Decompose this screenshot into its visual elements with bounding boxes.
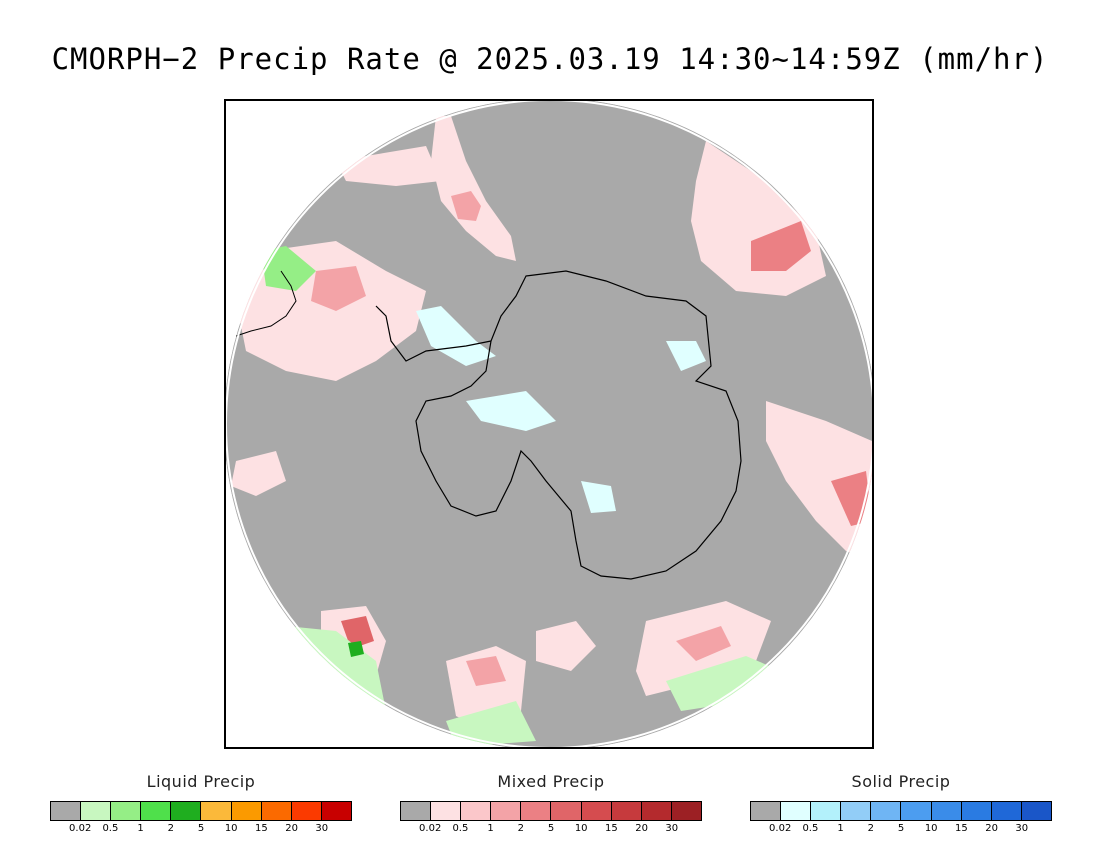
legend-tick-label: 0.02 [419,823,442,834]
legend-swatch [991,802,1022,820]
legend-tick-label: 20 [285,823,298,834]
legend-swatch [581,802,612,820]
legend-tick-label: 10 [224,823,238,834]
legend-solid-precip: Solid Precip 0.02 0.5 1 2 5 10 15 20 30 [750,772,1052,837]
legend-swatch [781,802,812,820]
mixed-precip-area-north-core [451,191,481,221]
mixed-precip-area-west-core [311,266,366,311]
legend-swatch [961,802,992,820]
legend-tick-label: 0.5 [802,823,819,834]
legend-swatch [431,802,462,820]
chart-title: CMORPH−2 Precip Rate @ 2025.03.19 14:30~… [51,42,1049,76]
legend-tick-label: 10 [924,823,938,834]
legend-swatch [51,802,82,820]
mixed-precip-area-west-low [231,451,286,496]
solid-precip-area-peninsula [416,306,496,366]
legend-tick-label: 30 [315,823,329,834]
legend-swatch [261,802,292,820]
legend-tick-label: 2 [167,823,174,834]
antarctic-peninsula-coastline [375,305,492,362]
legend-tick-label: 20 [985,823,998,834]
legend-swatch [671,802,701,820]
legend-title: Solid Precip [851,772,951,791]
legend-title: Mixed Precip [497,772,605,791]
mixed-precip-area-east [766,401,872,561]
legend-swatch [81,802,112,820]
legend-tick-label: 15 [605,823,618,834]
legend-tick-label: 10 [574,823,588,834]
solid-precip-area-wilkes [581,481,616,513]
mixed-precip-area-southwest-core [341,616,374,649]
legend-color-bar [750,801,1052,821]
mixed-precip-area-northwest [336,146,441,186]
legend-tick-labels: 0.02 0.5 1 2 5 10 15 20 30 [50,823,352,837]
legend-tick-label: 5 [197,823,205,834]
mixed-precip-area-south-core [466,656,506,686]
map-svg [226,101,872,747]
legend-swatch [171,802,202,820]
legend-swatch [201,802,232,820]
legend-tick-label: 0.02 [769,823,792,834]
legend-swatch [1021,802,1051,820]
mixed-precip-area-northeast-core [751,221,811,271]
legend-swatch [551,802,582,820]
liquid-precip-area-southeast [666,656,781,711]
legend-tick-label: 20 [635,823,648,834]
legend-swatch [141,802,172,820]
legend-tick-label: 30 [1015,823,1029,834]
legend-swatch [321,802,351,820]
legend-tick-label: 5 [897,823,905,834]
legend-tick-labels: 0.02 0.5 1 2 5 10 15 20 30 [400,823,702,837]
legend-swatch [641,802,672,820]
legend-tick-label: 2 [867,823,874,834]
polar-map [224,99,874,749]
legend-tick-label: 2 [517,823,524,834]
legend-swatch [401,802,432,820]
legend-swatch [901,802,932,820]
legend-swatch [751,802,782,820]
legend-tick-label: 1 [137,823,144,834]
legend-tick-label: 30 [665,823,679,834]
liquid-precip-area-west [261,246,316,291]
legend-tick-label: 15 [955,823,968,834]
antarctica-coastline [415,270,742,580]
legend-title: Liquid Precip [146,772,256,791]
legend-tick-label: 15 [255,823,268,834]
solid-precip-area-ross [466,391,556,431]
precip-field [226,101,872,747]
mixed-precip-area-southsoutheast [536,621,596,671]
south-america-coastline [235,270,297,337]
legend-tick-label: 1 [837,823,844,834]
legend-color-bar [50,801,352,821]
legend-swatch [461,802,492,820]
legend-tick-label: 0.5 [102,823,119,834]
legend-tick-labels: 0.02 0.5 1 2 5 10 15 20 30 [750,823,1052,837]
legend-swatch [871,802,902,820]
legend-swatch [491,802,522,820]
legend-tick-label: 0.02 [69,823,92,834]
legend-color-bar [400,801,702,821]
legend-swatch [841,802,872,820]
mixed-precip-area-north [431,116,516,261]
mixed-precip-area-southeast-core [676,626,731,661]
liquid-precip-area-south [446,701,536,747]
solid-precip-area-east-antarctica [666,341,706,371]
legend-swatch [611,802,642,820]
legend-swatch [231,802,262,820]
legend-swatch [291,802,322,820]
legend-swatch [811,802,842,820]
liquid-precip-area-southwest-core [348,641,364,657]
legend-liquid-precip: Liquid Precip 0.02 0.5 1 2 5 10 15 20 30 [50,772,352,837]
legend-swatch [111,802,142,820]
legend-swatch [521,802,552,820]
legend-tick-label: 0.5 [452,823,469,834]
legend-tick-label: 5 [547,823,555,834]
legend-mixed-precip: Mixed Precip 0.02 0.5 1 2 5 10 15 20 30 [400,772,702,837]
legend-swatch [931,802,962,820]
legend-tick-label: 1 [487,823,494,834]
